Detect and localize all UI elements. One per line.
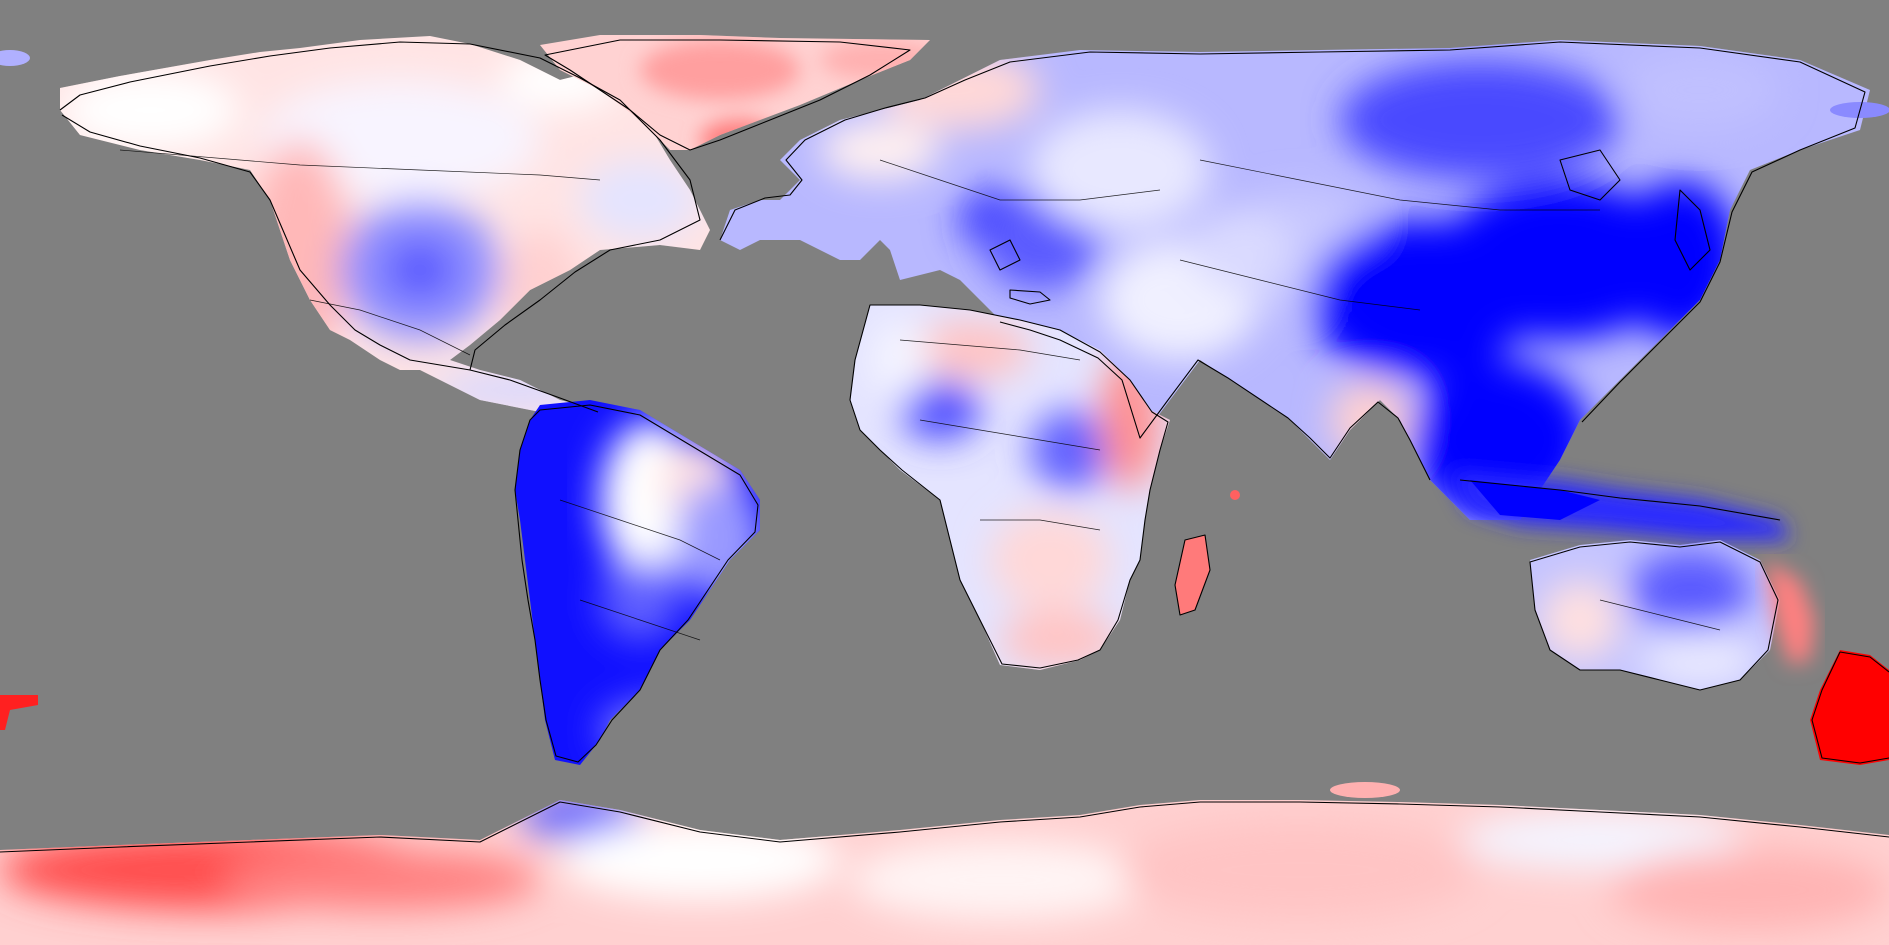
- tasman-field: [1765, 560, 1815, 665]
- reunion-field: [1230, 490, 1240, 500]
- country-borders: [119, 149, 1721, 641]
- aleutian-field: [0, 50, 30, 66]
- dateline-field: [0, 695, 38, 730]
- coastlines: [0, 39, 1889, 853]
- north-america-field: [60, 36, 710, 420]
- antarctica-field: [0, 800, 1889, 945]
- kerguelen-field: [1330, 782, 1400, 798]
